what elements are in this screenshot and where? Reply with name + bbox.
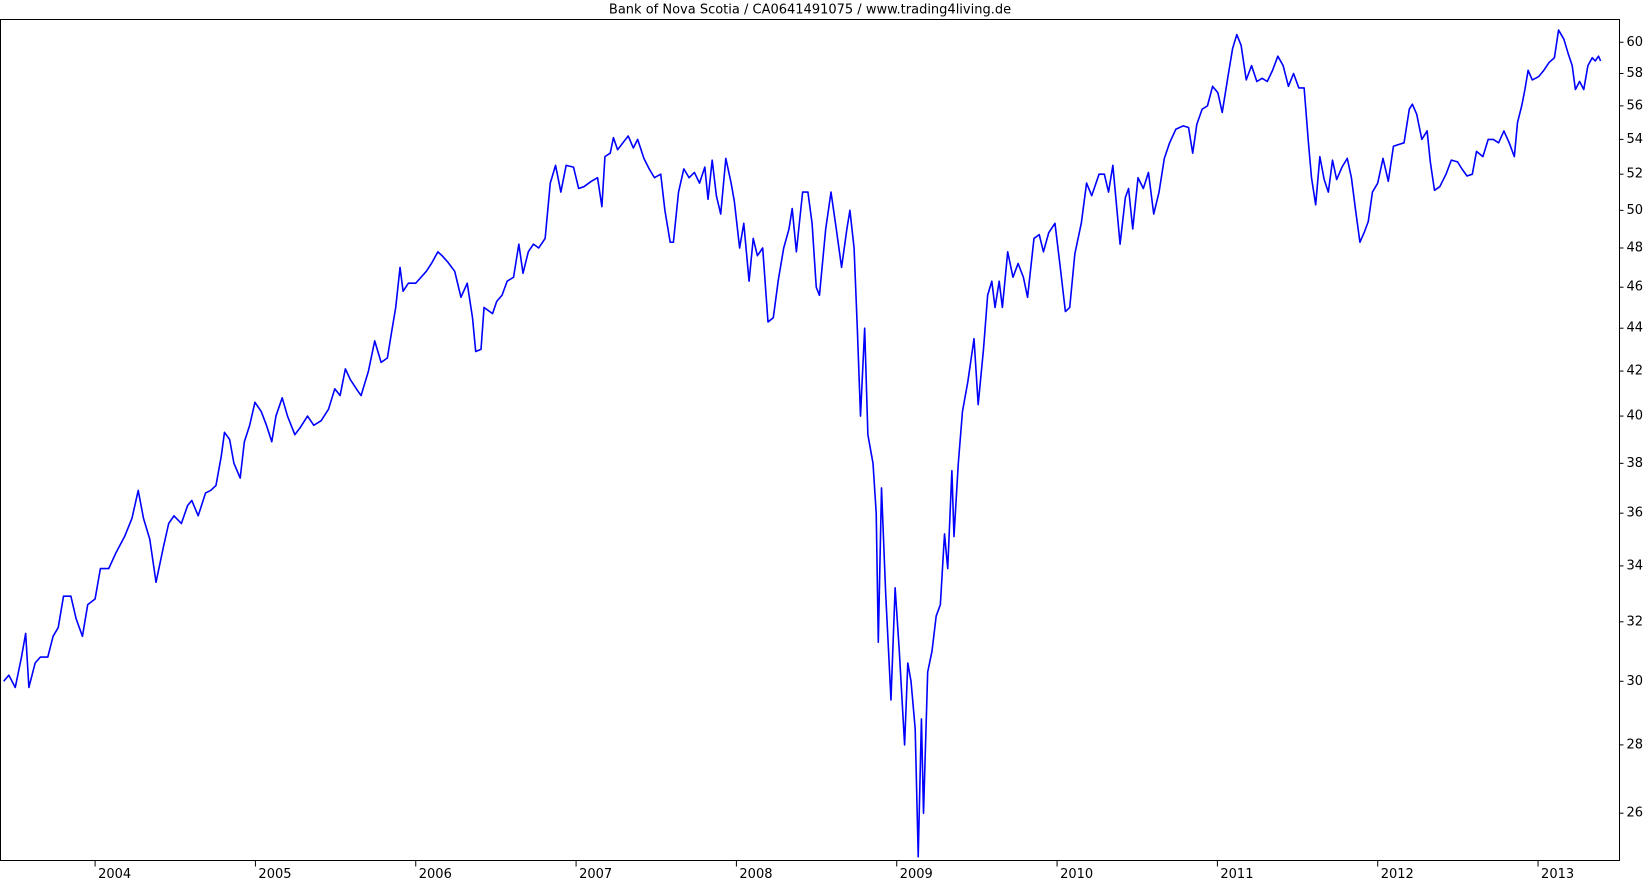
x-tick-label: 2010 [1060, 867, 1093, 882]
y-tick-label: 46 [1627, 280, 1644, 295]
price-line [3, 29, 1602, 858]
y-tick-label: 30 [1627, 674, 1644, 689]
chart-title: Bank of Nova Scotia / CA0641491075 / www… [609, 3, 1011, 18]
y-tick-label: 50 [1627, 203, 1644, 218]
y-tick-label: 54 [1627, 132, 1644, 147]
y-tick-label: 48 [1627, 240, 1644, 255]
x-tick-label: 2006 [419, 867, 452, 882]
y-tick-label: 52 [1627, 167, 1644, 182]
y-tick-label: 38 [1627, 456, 1644, 471]
x-tick-label: 2013 [1541, 867, 1574, 882]
y-tick-label: 34 [1627, 558, 1644, 573]
y-tick-label: 58 [1627, 66, 1644, 81]
x-tick-label: 2012 [1381, 867, 1414, 882]
y-tick-label: 26 [1627, 806, 1644, 821]
x-tick-label: 2007 [579, 867, 612, 882]
y-tick-label: 56 [1627, 98, 1644, 113]
x-tick-label: 2004 [98, 867, 131, 882]
y-tick-label: 32 [1627, 614, 1644, 629]
plot-frame [0, 19, 1620, 861]
y-tick-label: 60 [1627, 35, 1644, 50]
x-tick-label: 2011 [1220, 867, 1253, 882]
x-tick-label: 2009 [900, 867, 933, 882]
x-tick-label: 2008 [739, 867, 772, 882]
y-tick-label: 40 [1627, 409, 1644, 424]
y-tick-label: 44 [1627, 321, 1644, 336]
y-tick-label: 42 [1627, 364, 1644, 379]
y-tick-label: 36 [1627, 506, 1644, 521]
x-tick-label: 2005 [258, 867, 291, 882]
y-tick-label: 28 [1627, 737, 1644, 752]
